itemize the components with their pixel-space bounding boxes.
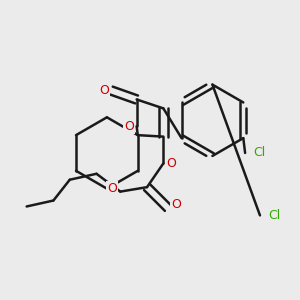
Text: O: O <box>171 199 181 212</box>
Text: O: O <box>166 157 176 170</box>
Text: O: O <box>124 120 134 133</box>
Text: Cl: Cl <box>254 146 266 160</box>
Text: O: O <box>107 182 117 195</box>
Text: O: O <box>99 84 109 97</box>
Text: Cl: Cl <box>268 209 280 222</box>
